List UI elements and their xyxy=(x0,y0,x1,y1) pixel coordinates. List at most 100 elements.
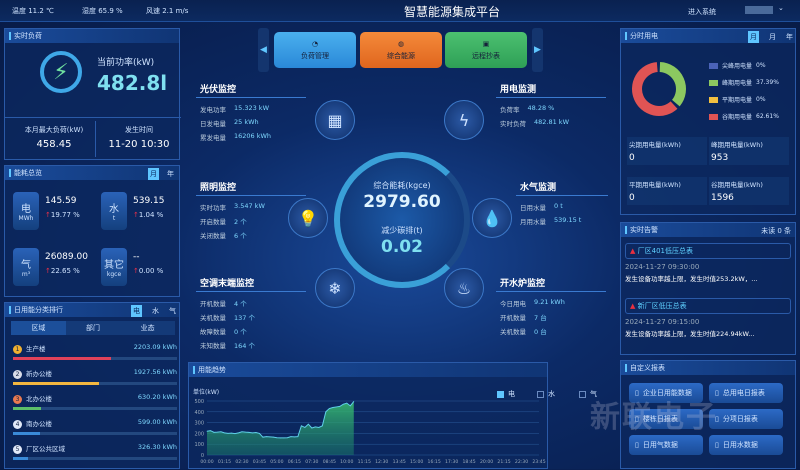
data-point[interactable] xyxy=(332,407,334,408)
data-point[interactable] xyxy=(213,431,215,433)
data-point[interactable] xyxy=(248,431,250,433)
unread-count[interactable]: 未读 0 条 xyxy=(761,227,791,235)
data-point[interactable] xyxy=(255,432,257,433)
data-point[interactable] xyxy=(279,437,281,439)
data-point[interactable] xyxy=(217,431,218,433)
data-point[interactable] xyxy=(353,401,355,402)
ranking-item[interactable]: 4 南办公楼 599.00 kWh xyxy=(13,418,177,435)
data-point[interactable] xyxy=(325,411,327,413)
data-point[interactable] xyxy=(224,432,225,434)
report-button[interactable]: ▯ 楼栋日报表 xyxy=(629,409,703,429)
report-button[interactable]: ▯ 分项日报表 xyxy=(709,409,783,429)
user-name[interactable] xyxy=(745,6,773,14)
solar-panel-icon: ▦ xyxy=(315,100,355,140)
data-point[interactable] xyxy=(318,427,320,428)
load-management-button[interactable]: ◔ 负荷管理 xyxy=(274,32,356,68)
data-point[interactable] xyxy=(321,425,323,427)
toggle-gas[interactable]: 气 xyxy=(169,307,176,315)
data-point[interactable] xyxy=(349,405,351,407)
data-point[interactable] xyxy=(307,423,309,425)
data-point[interactable] xyxy=(342,403,344,405)
data-point[interactable] xyxy=(220,431,222,433)
data-point[interactable] xyxy=(290,436,292,438)
integrated-energy-button[interactable]: ◍ 综合能源 xyxy=(360,32,442,68)
data-point[interactable] xyxy=(245,431,246,433)
enter-system-link[interactable]: 进入系统 xyxy=(688,8,716,16)
toggle-year[interactable]: 年 xyxy=(167,170,174,178)
alarm-message: 发生设备功率越上限，发生时值253.2kW，... xyxy=(625,275,758,283)
data-point[interactable] xyxy=(346,402,348,404)
legend-swatch-gas[interactable] xyxy=(579,390,586,398)
data-point[interactable] xyxy=(206,430,208,432)
y-tick-label: 0 xyxy=(201,453,204,459)
report-button[interactable]: ▯ 企业日用能数据 xyxy=(629,383,703,403)
legend-label: 平期用电量 xyxy=(722,97,753,104)
x-tick-label: 18:45 xyxy=(462,459,475,465)
monitor-boiler[interactable]: 开水炉监控 今日用电 9.21 kWh 开机数量 7 台关机数量 0 台 xyxy=(496,274,606,338)
chevron-down-icon[interactable]: ⌄ xyxy=(778,4,784,12)
legend-electric[interactable]: 电 xyxy=(508,390,515,398)
data-point[interactable] xyxy=(231,432,232,434)
data-point[interactable] xyxy=(259,433,260,434)
legend-swatch-water[interactable] xyxy=(537,390,544,398)
legend-water[interactable]: 水 xyxy=(548,390,555,398)
data-point[interactable] xyxy=(210,430,211,432)
monitor-light[interactable]: 照明监控 实时功率 3.547 kW 开启数量 2 个关闭数量 6 个 xyxy=(196,178,306,242)
monitor-ac[interactable]: 空调末端监控 开机数量 4 个关机数量 137 个故障数量 0 个未知数量 164 个 xyxy=(196,274,306,352)
item-unit: kgce xyxy=(106,271,122,278)
data-point[interactable] xyxy=(234,433,236,435)
data-point[interactable] xyxy=(297,436,299,438)
ranking-item[interactable]: 1 生产楼 2203.09 kWh xyxy=(13,343,177,360)
data-point[interactable] xyxy=(339,406,341,407)
data-point[interactable] xyxy=(266,436,267,438)
donut-slice[interactable] xyxy=(659,62,686,107)
ranking-item[interactable]: 5 厂区公共区域 326.30 kWh xyxy=(13,443,177,460)
data-point[interactable] xyxy=(335,406,337,408)
monitor-elec[interactable]: 用电监测 负荷率 48.28 % 实时负荷 482.81 kW xyxy=(496,80,606,130)
data-point[interactable] xyxy=(283,437,285,439)
item-value: 145.59 xyxy=(45,196,77,206)
data-point[interactable] xyxy=(238,432,239,434)
data-point[interactable] xyxy=(286,437,288,439)
donut-slice[interactable] xyxy=(632,62,678,116)
toggle-month[interactable]: 月 xyxy=(769,33,776,41)
legend-swatch-electric[interactable] xyxy=(497,390,504,398)
toggle-day[interactable]: 月 xyxy=(748,31,759,43)
monitor-pv[interactable]: 光伏监控 发电功率 15.323 kW 日发电量 25 kWh 累发电量 16206 kWh xyxy=(196,80,306,144)
legend-gas[interactable]: 气 xyxy=(590,390,597,398)
x-tick-label: 00:00 xyxy=(200,459,213,465)
data-point[interactable] xyxy=(304,427,306,428)
ranking-item[interactable]: 3 北办公楼 630.20 kWh xyxy=(13,393,177,410)
remote-meter-button[interactable]: ▣ 远程抄表 xyxy=(445,32,527,68)
item-value: 1927.56 kWh xyxy=(133,368,177,376)
data-point[interactable] xyxy=(311,427,313,429)
tab-business[interactable]: 业态 xyxy=(140,324,155,332)
data-point[interactable] xyxy=(276,437,278,439)
alarm-item[interactable]: ▲ 新厂区低压总表 2024-11-27 09:15:00 发生设备功率越上限，发生… xyxy=(625,298,791,338)
toggle-month[interactable]: 月 xyxy=(148,168,159,180)
tab-department[interactable]: 部门 xyxy=(86,324,100,332)
tab-region[interactable]: 区域 xyxy=(11,321,66,335)
toggle-electric[interactable]: 电 xyxy=(131,305,142,317)
data-point[interactable] xyxy=(293,436,295,438)
alarm-item[interactable]: ▲ 厂区401低压总表 2024-11-27 09:30:00 发生设备功率越上限，… xyxy=(625,243,791,283)
data-point[interactable] xyxy=(241,431,243,433)
data-point[interactable] xyxy=(273,436,274,438)
nav-prev-button[interactable]: ◀ xyxy=(258,28,269,72)
data-point[interactable] xyxy=(269,436,271,438)
report-button[interactable]: ▯ 日用气数据 xyxy=(629,435,703,455)
report-button[interactable]: ▯ 总用电日报表 xyxy=(709,383,783,403)
ranking-item[interactable]: 2 新办公楼 1927.56 kWh xyxy=(13,368,177,385)
toggle-water[interactable]: 水 xyxy=(152,307,159,315)
data-point[interactable] xyxy=(262,436,264,438)
nav-next-button[interactable]: ▶ xyxy=(532,28,543,72)
data-point[interactable] xyxy=(314,426,316,428)
data-point[interactable] xyxy=(300,425,302,427)
toggle-year[interactable]: 年 xyxy=(786,33,793,41)
monitor-water[interactable]: 水气监测 日用水量 0 t 月用水量 539.15 t xyxy=(516,178,608,228)
data-point[interactable] xyxy=(227,433,229,434)
report-button[interactable]: ▯ 日用水数据 xyxy=(709,435,783,455)
stat-label: 峰期用电量(kWh) xyxy=(711,141,763,149)
data-point[interactable] xyxy=(328,408,330,409)
data-point[interactable] xyxy=(252,432,253,434)
